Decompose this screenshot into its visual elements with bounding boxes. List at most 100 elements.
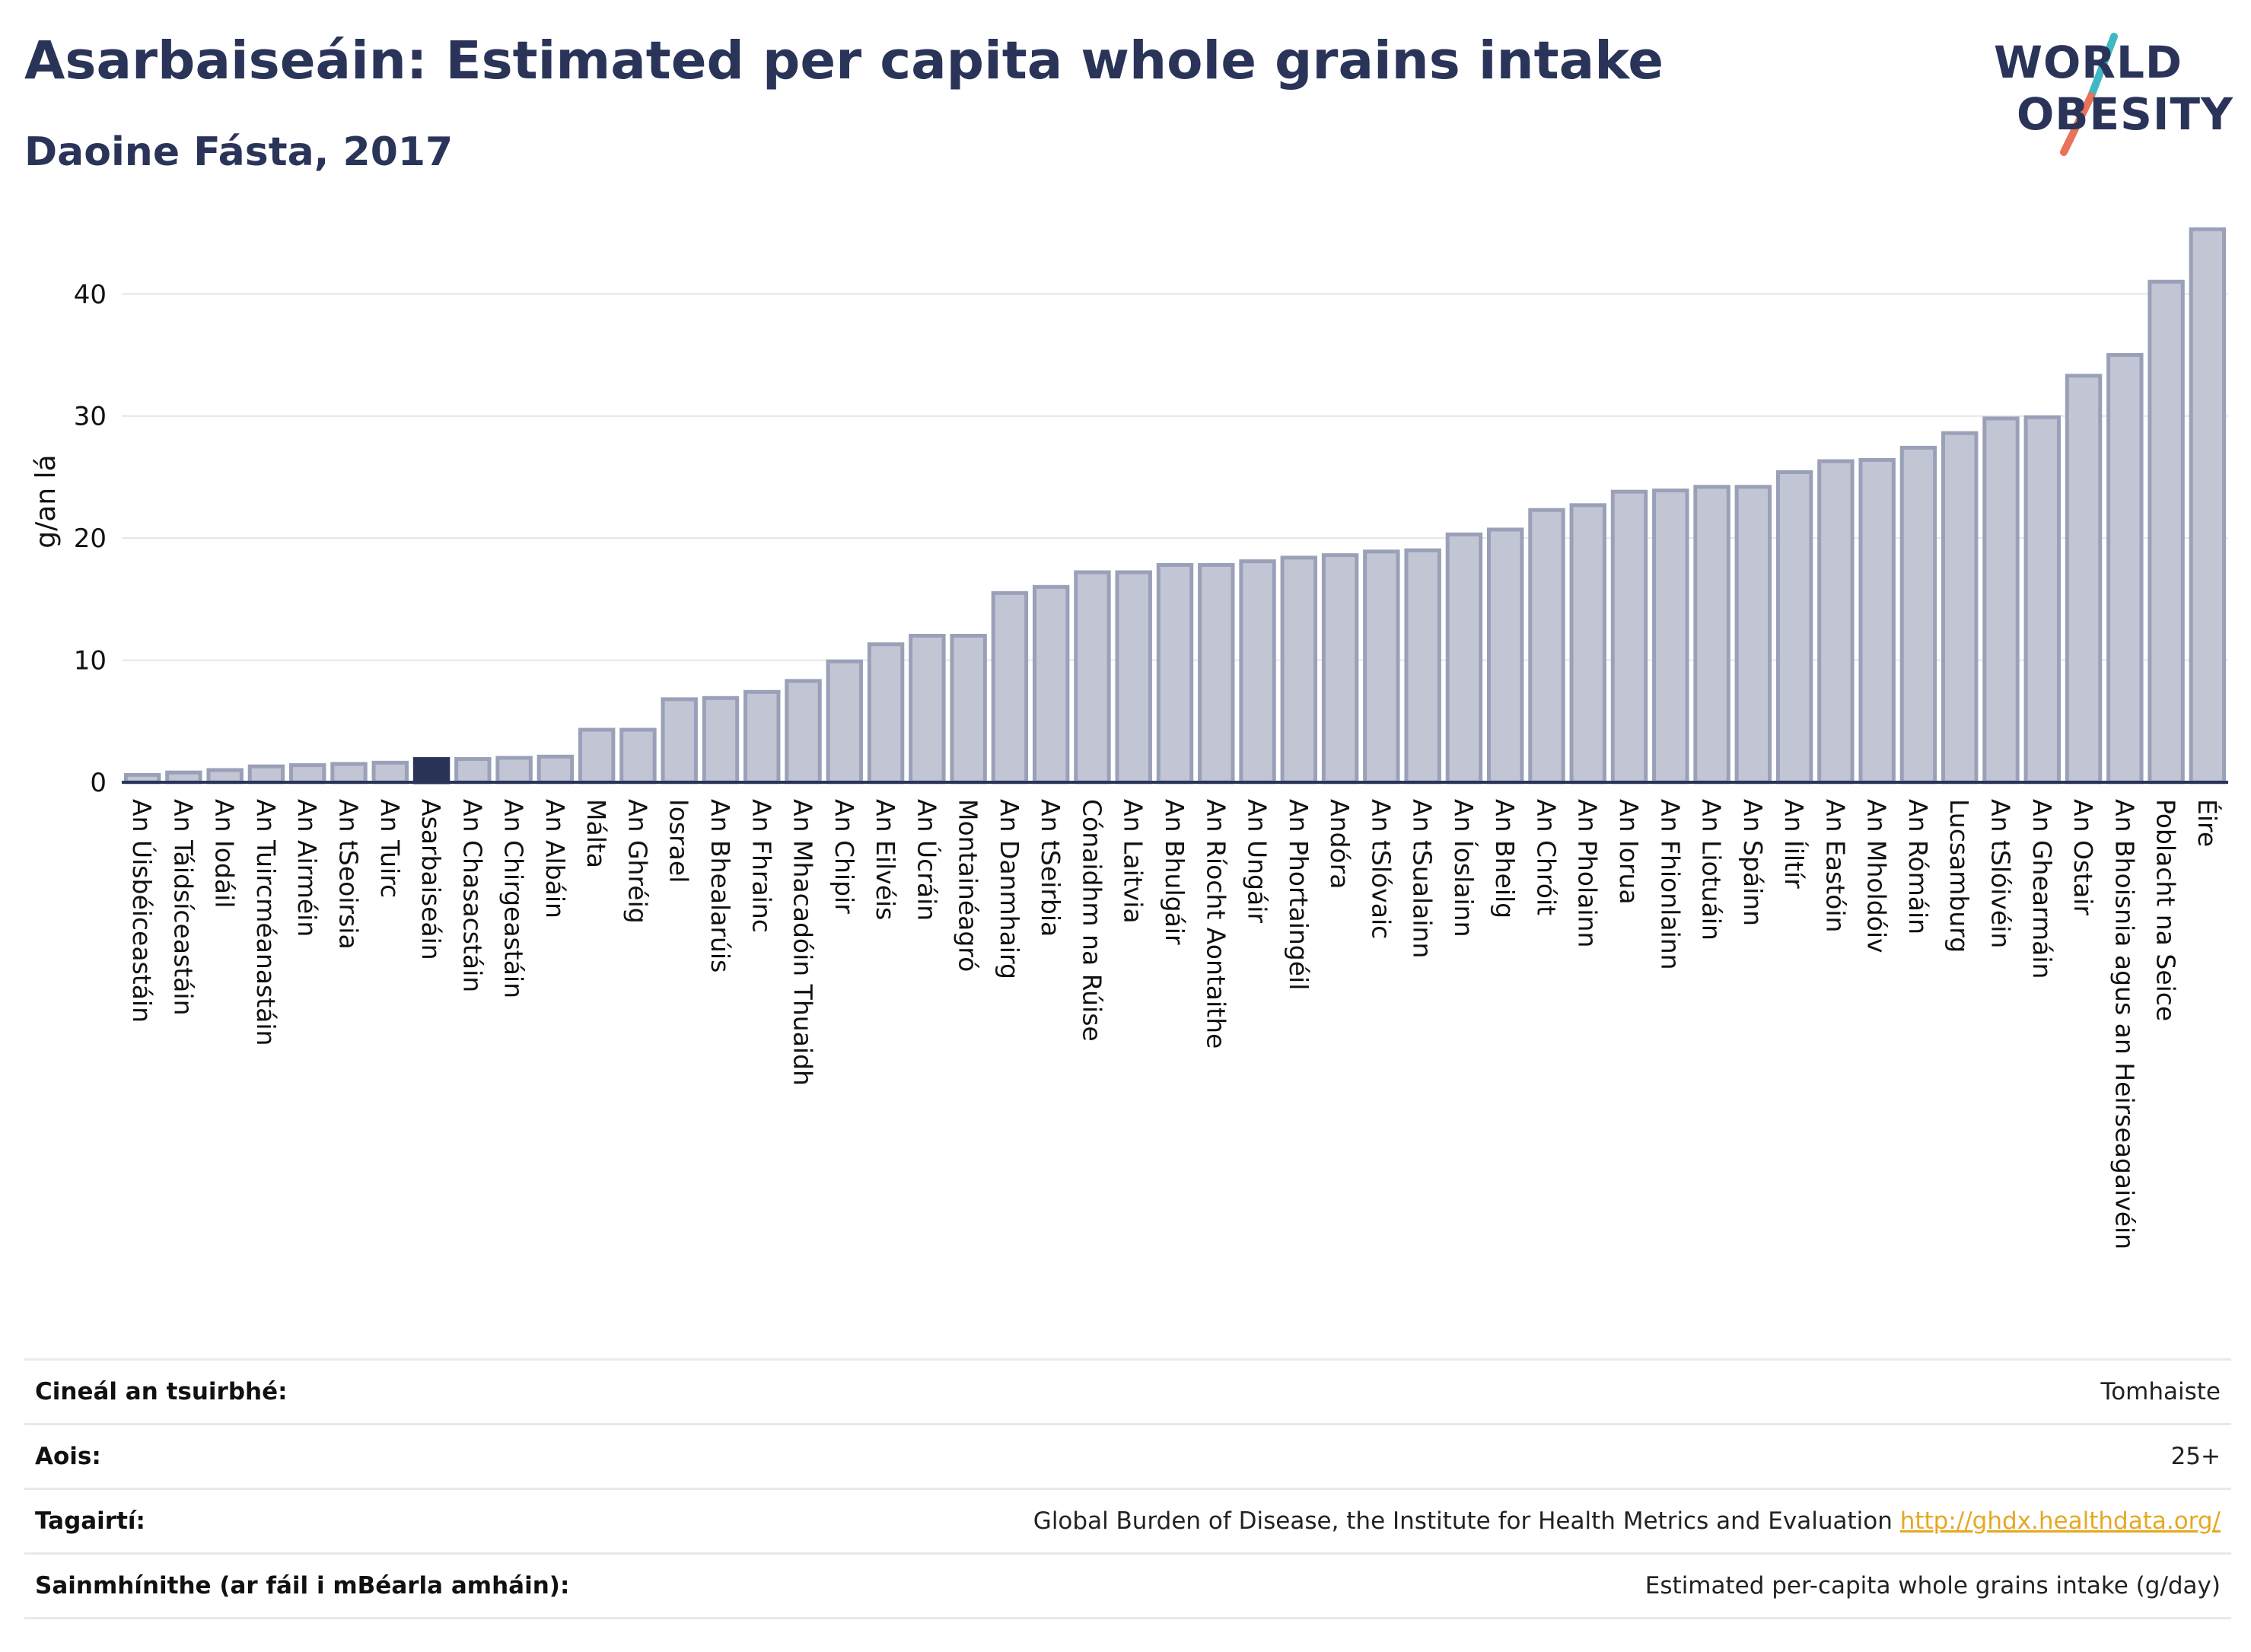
bar <box>1280 555 1318 785</box>
x-tick-label: An Mholdóiv <box>1862 799 1892 953</box>
x-tick-label: An Táidsíceastáin <box>168 799 198 1015</box>
x-tick-label: Málta <box>581 799 611 868</box>
bar <box>412 757 451 785</box>
references-label: Tagairtí: <box>35 1507 145 1535</box>
x-tick-label: An Chasacstáin <box>457 799 487 992</box>
bar <box>1115 570 1152 785</box>
x-tick-label: Lucsamburg <box>1944 799 1974 953</box>
bar <box>247 764 285 785</box>
bar <box>2189 227 2227 785</box>
bar <box>1528 508 1565 785</box>
bar <box>1032 584 1070 785</box>
bar <box>1941 431 1979 785</box>
bar <box>1239 559 1276 785</box>
age-value: 25+ <box>2170 1443 2221 1470</box>
x-tick-label: An Eastóin <box>1820 799 1850 932</box>
bar <box>1363 549 1400 785</box>
info-row-definitions: Sainmhínithe (ar fáil i mBéarla amháin):… <box>24 1552 2231 1619</box>
x-tick-label: An Albáin <box>540 799 570 918</box>
x-tick-label: An Bhealarúis <box>705 799 735 972</box>
logo-slash-icon <box>2060 33 2118 156</box>
x-tick-label: An Tuirc <box>375 799 405 898</box>
bar <box>826 659 864 785</box>
bar <box>1858 457 1896 785</box>
x-tick-label: An Iorua <box>1614 799 1644 905</box>
x-tick-label: An Chróit <box>1531 799 1561 915</box>
bar <box>2106 352 2144 785</box>
references-value-wrap: Global Burden of Disease, the Institute … <box>1033 1507 2231 1535</box>
y-tick-label: 30 <box>74 402 107 432</box>
bar <box>289 763 326 785</box>
x-tick-label: An Eilvéis <box>871 799 900 920</box>
references-link[interactable]: http://ghdx.healthdata.org/ <box>1899 1507 2221 1535</box>
x-tick-label: An Danmhairg <box>995 799 1024 979</box>
bar-chart: 0 10 20 30 40 g/an lá An Úisbéiceastáin An Táid… <box>30 227 2228 1249</box>
definitions-value: Estimated per-capita whole grains intake… <box>1644 1572 2221 1599</box>
bar <box>743 689 781 785</box>
bar <box>991 590 1029 785</box>
x-tick-label: An Ghearmáin <box>2027 799 2057 979</box>
bar <box>206 768 244 785</box>
x-tick-label: An Phortaingéil <box>1284 799 1313 990</box>
x-tick-label: An tSeirbia <box>1036 799 1065 937</box>
y-tick-label: 0 <box>90 768 107 798</box>
x-tick-label: An tSlóvaic <box>1366 799 1396 939</box>
world-obesity-logo: WORLD OBESITY <box>1979 30 2237 160</box>
bar <box>495 756 533 785</box>
bar <box>1445 532 1483 785</box>
x-tick-label: An Úcráin <box>912 799 942 921</box>
x-tick-label: An Bheilg <box>1490 799 1520 918</box>
survey-type-label: Cineál an tsuirbhé: <box>35 1378 288 1405</box>
bar <box>1775 469 1813 785</box>
bar <box>1198 562 1235 785</box>
x-tick-label: Andóra <box>1325 799 1355 889</box>
x-tick-label: An tSualainn <box>1408 799 1438 958</box>
bar <box>1652 489 1689 785</box>
logo-word-obesity: OBESITY <box>2017 88 2234 140</box>
x-tick-label: An Pholainn <box>1573 799 1603 947</box>
x-tick-label: An Ostair <box>2068 799 2098 915</box>
x-tick-label: Éire <box>2192 799 2223 847</box>
bar <box>1982 416 2020 785</box>
bar <box>2065 374 2103 785</box>
x-tick-label: An Chipir <box>829 799 859 914</box>
y-axis-label: g/an lá <box>30 454 62 548</box>
x-tick-label: Cónaidhm na Rúise <box>1077 799 1106 1042</box>
bar <box>909 633 946 785</box>
info-row-references: Tagairtí: Global Burden of Disease, the … <box>24 1488 2231 1552</box>
bar <box>1610 489 1648 785</box>
bar <box>454 757 492 785</box>
x-tick-label: An Laitvia <box>1119 799 1148 924</box>
info-table: Cineál an tsuirbhé: Tomhaiste Aois: 25+ … <box>24 1358 2231 1619</box>
y-tick-label: 20 <box>74 524 107 554</box>
bar <box>702 695 740 785</box>
x-tick-label: Iosrael <box>664 799 694 883</box>
bar <box>1899 445 1937 785</box>
x-tick-label: An Bhulgáir <box>1160 799 1189 945</box>
bar <box>619 727 657 785</box>
x-tick-label: An Chirgeastáin <box>499 799 529 998</box>
chart-title: Asarbaiseáin: Estimated per capita whole… <box>24 30 1664 91</box>
bar <box>330 762 368 785</box>
bar <box>1569 503 1606 785</box>
info-row-age: Aois: 25+ <box>24 1423 2231 1488</box>
bar <box>1693 485 1730 785</box>
logo-word-world: WORLD <box>1994 37 2183 88</box>
x-tick-label: An Fhionlainn <box>1655 799 1685 970</box>
bar <box>785 679 822 785</box>
x-tick-label: An Mhacadóin Thuaidh <box>788 799 818 1086</box>
bar <box>1734 485 1772 785</box>
x-tick-label: An Rómáin <box>1903 799 1933 934</box>
references-value: Global Burden of Disease, the Institute … <box>1033 1507 1893 1535</box>
bar <box>2148 279 2185 785</box>
bar <box>578 727 616 785</box>
x-tick-label: An Iodáil <box>210 799 240 908</box>
bar <box>867 642 905 785</box>
age-label: Aois: <box>35 1443 101 1470</box>
x-tick-label: An tSlóivéin <box>1985 799 2015 948</box>
bar <box>1817 459 1855 785</box>
y-tick-label: 10 <box>74 646 107 676</box>
x-tick-label: An Úisbéiceastáin <box>127 799 158 1023</box>
info-row-survey-type: Cineál an tsuirbhé: Tomhaiste <box>24 1358 2231 1423</box>
x-tick-label: An Spáinn <box>1738 799 1768 926</box>
